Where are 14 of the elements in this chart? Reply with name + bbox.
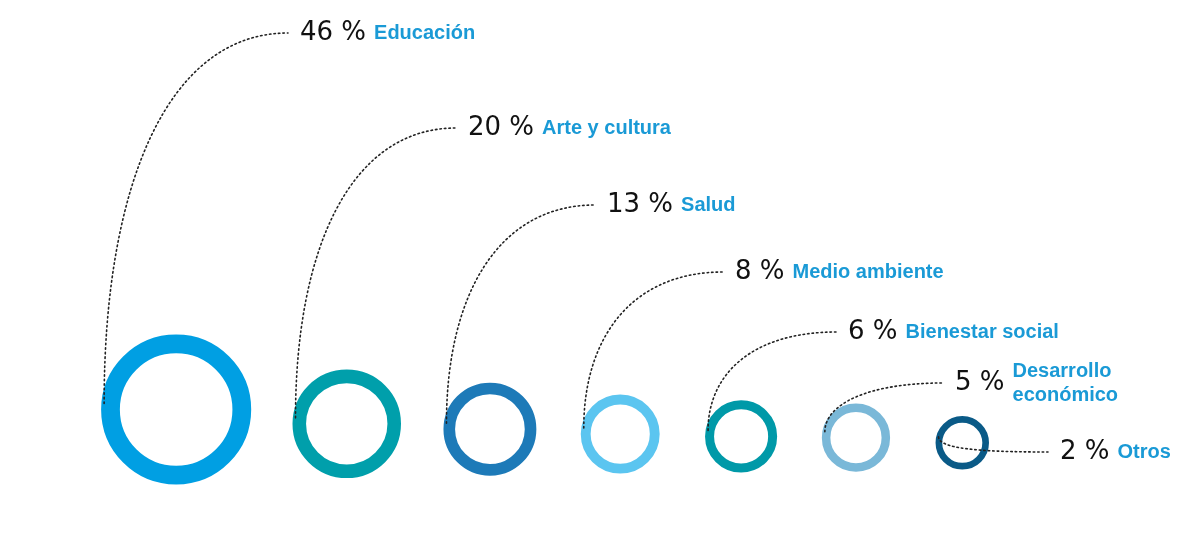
category-label: Medio ambiente [792,259,944,282]
data-label: 20 % [468,110,535,141]
data-label: 5 % [955,365,1005,396]
category-label: Desarrollo económico [1012,358,1119,405]
data-label: 6 % [848,314,898,345]
data-label: 13 % [607,187,674,218]
data-label: 2 % [1060,434,1110,465]
category-label: Educación [374,20,476,43]
category-label: Bienestar social [905,319,1059,342]
data-label: 8 % [735,254,785,285]
category-label: Otros [1117,439,1171,462]
data-label: 46 % [300,15,367,46]
category-label: Salud [681,192,736,215]
category-label: Arte y cultura [542,115,672,138]
